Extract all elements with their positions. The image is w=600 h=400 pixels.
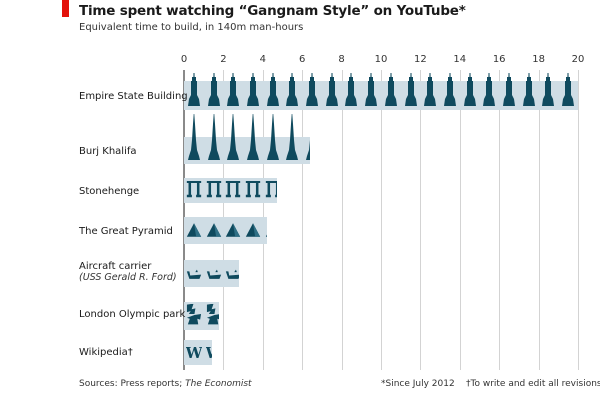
x-tick-label: 18 <box>532 54 545 65</box>
spire-tower-icon <box>284 114 300 164</box>
category-label: Aircraft carrier (USS Gerald R. Ford) <box>79 261 177 283</box>
accent-bar <box>62 0 69 17</box>
pyramid-icon <box>186 222 202 244</box>
trilithon-icon <box>206 181 222 203</box>
trilithon-icon <box>225 181 241 203</box>
gridline <box>578 70 579 370</box>
olympic-logo-icon <box>206 304 220 330</box>
skyscraper-icon <box>265 73 281 110</box>
skyscraper-icon <box>186 73 202 110</box>
category-label: Stonehenge <box>79 186 139 197</box>
bar-icons: WW <box>184 344 212 365</box>
category-label-text: Wikipedia† <box>79 347 133 358</box>
trilithon-icon <box>265 181 277 203</box>
x-tick-label: 8 <box>338 54 345 65</box>
pyramid-icon <box>265 222 267 244</box>
x-tick-label: 2 <box>220 54 227 65</box>
category-label: Burj Khalifa <box>79 146 137 157</box>
skyscraper-icon <box>442 73 458 110</box>
plot-area: 0 2 4 6 8 10 12 14 16 18 20 WW <box>180 54 584 370</box>
spire-tower-icon <box>206 114 222 164</box>
gridline <box>381 70 382 370</box>
category-label-text: Stonehenge <box>79 186 140 197</box>
skyscraper-icon <box>343 73 359 110</box>
skyscraper-icon <box>363 73 379 110</box>
footnote-since: *Since July 2012 <box>381 379 455 389</box>
chart-subtitle: Equivalent time to build, in 140m man-ho… <box>79 22 304 33</box>
category-label-text: Empire State Building <box>79 91 188 102</box>
x-tick-label: 0 <box>180 54 188 65</box>
category-label-text: The Great Pyramid <box>79 226 173 237</box>
spire-tower-icon <box>225 114 241 164</box>
bar-icons <box>184 222 267 244</box>
skyscraper-icon <box>462 73 478 110</box>
trilithon-icon <box>245 181 261 203</box>
olympic-logo-icon <box>186 304 202 330</box>
ship-icon <box>206 264 222 287</box>
category-label-text: Burj Khalifa <box>79 146 137 157</box>
gridline <box>499 70 501 370</box>
x-tick-label: 20 <box>571 54 585 65</box>
bar-icons <box>184 181 277 203</box>
pyramid-icon <box>225 222 241 244</box>
skyscraper-icon <box>521 73 537 110</box>
skyscraper-icon <box>422 73 438 110</box>
x-tick-label: 16 <box>492 54 506 65</box>
spire-tower-icon <box>265 114 281 164</box>
x-tick-label: 4 <box>259 54 266 65</box>
category-label: Wikipedia† <box>79 347 133 358</box>
category-label-text: London Olympic park <box>79 309 186 320</box>
x-tick-label: 14 <box>453 54 467 65</box>
category-sublabel: (USS Gerald R. Ford) <box>79 272 177 283</box>
wikipedia-w-icon: W <box>184 344 203 365</box>
x-tick-label: 6 <box>299 54 306 65</box>
bar-icons <box>184 304 220 330</box>
bar <box>184 340 212 365</box>
skyscraper-icon <box>481 73 497 110</box>
gridline <box>538 70 540 370</box>
gridline <box>302 70 304 370</box>
skyscraper-icon <box>383 73 399 110</box>
bar-icons <box>184 114 311 164</box>
bar-icons <box>184 264 240 287</box>
bar <box>184 260 240 287</box>
category-label: London Olympic park <box>79 309 185 320</box>
pyramid-icon <box>206 222 222 244</box>
gridline <box>420 70 422 370</box>
category-label: Empire State Building <box>79 91 188 102</box>
skyscraper-icon <box>324 73 340 110</box>
skyscraper-icon <box>284 73 300 110</box>
skyscraper-icon <box>540 73 556 110</box>
skyscraper-icon <box>403 73 419 110</box>
skyscraper-icon <box>206 73 222 110</box>
wikipedia-w-icon: W <box>204 344 212 365</box>
skyscraper-icon <box>501 73 517 110</box>
ship-icon <box>225 264 240 287</box>
chart-title: Time spent watching “Gangnam Style” on Y… <box>79 3 466 19</box>
footnote-wikipedia: †To write and edit all revisions <box>466 379 600 389</box>
svg-text:W: W <box>186 344 202 361</box>
spire-tower-icon <box>245 114 261 164</box>
bar-icons <box>184 73 578 110</box>
skyscraper-icon <box>304 73 320 110</box>
skyscraper-icon <box>245 73 261 110</box>
ship-icon <box>186 264 202 287</box>
skyscraper-icon <box>225 73 241 110</box>
gridline <box>459 70 461 370</box>
category-label: The Great Pyramid <box>79 226 173 237</box>
category-label-text: Aircraft carrier <box>79 261 152 272</box>
x-tick-label: 10 <box>374 54 388 65</box>
x-tick-label: 12 <box>414 54 427 65</box>
spire-tower-icon <box>186 114 202 164</box>
spire-tower-icon <box>304 114 311 164</box>
sources-note: Sources: Press reports; The Economist <box>79 379 252 389</box>
pyramid-icon <box>245 222 261 244</box>
svg-text:W: W <box>206 344 212 361</box>
trilithon-icon <box>186 181 202 203</box>
skyscraper-icon <box>560 73 576 110</box>
gridline <box>341 70 343 370</box>
